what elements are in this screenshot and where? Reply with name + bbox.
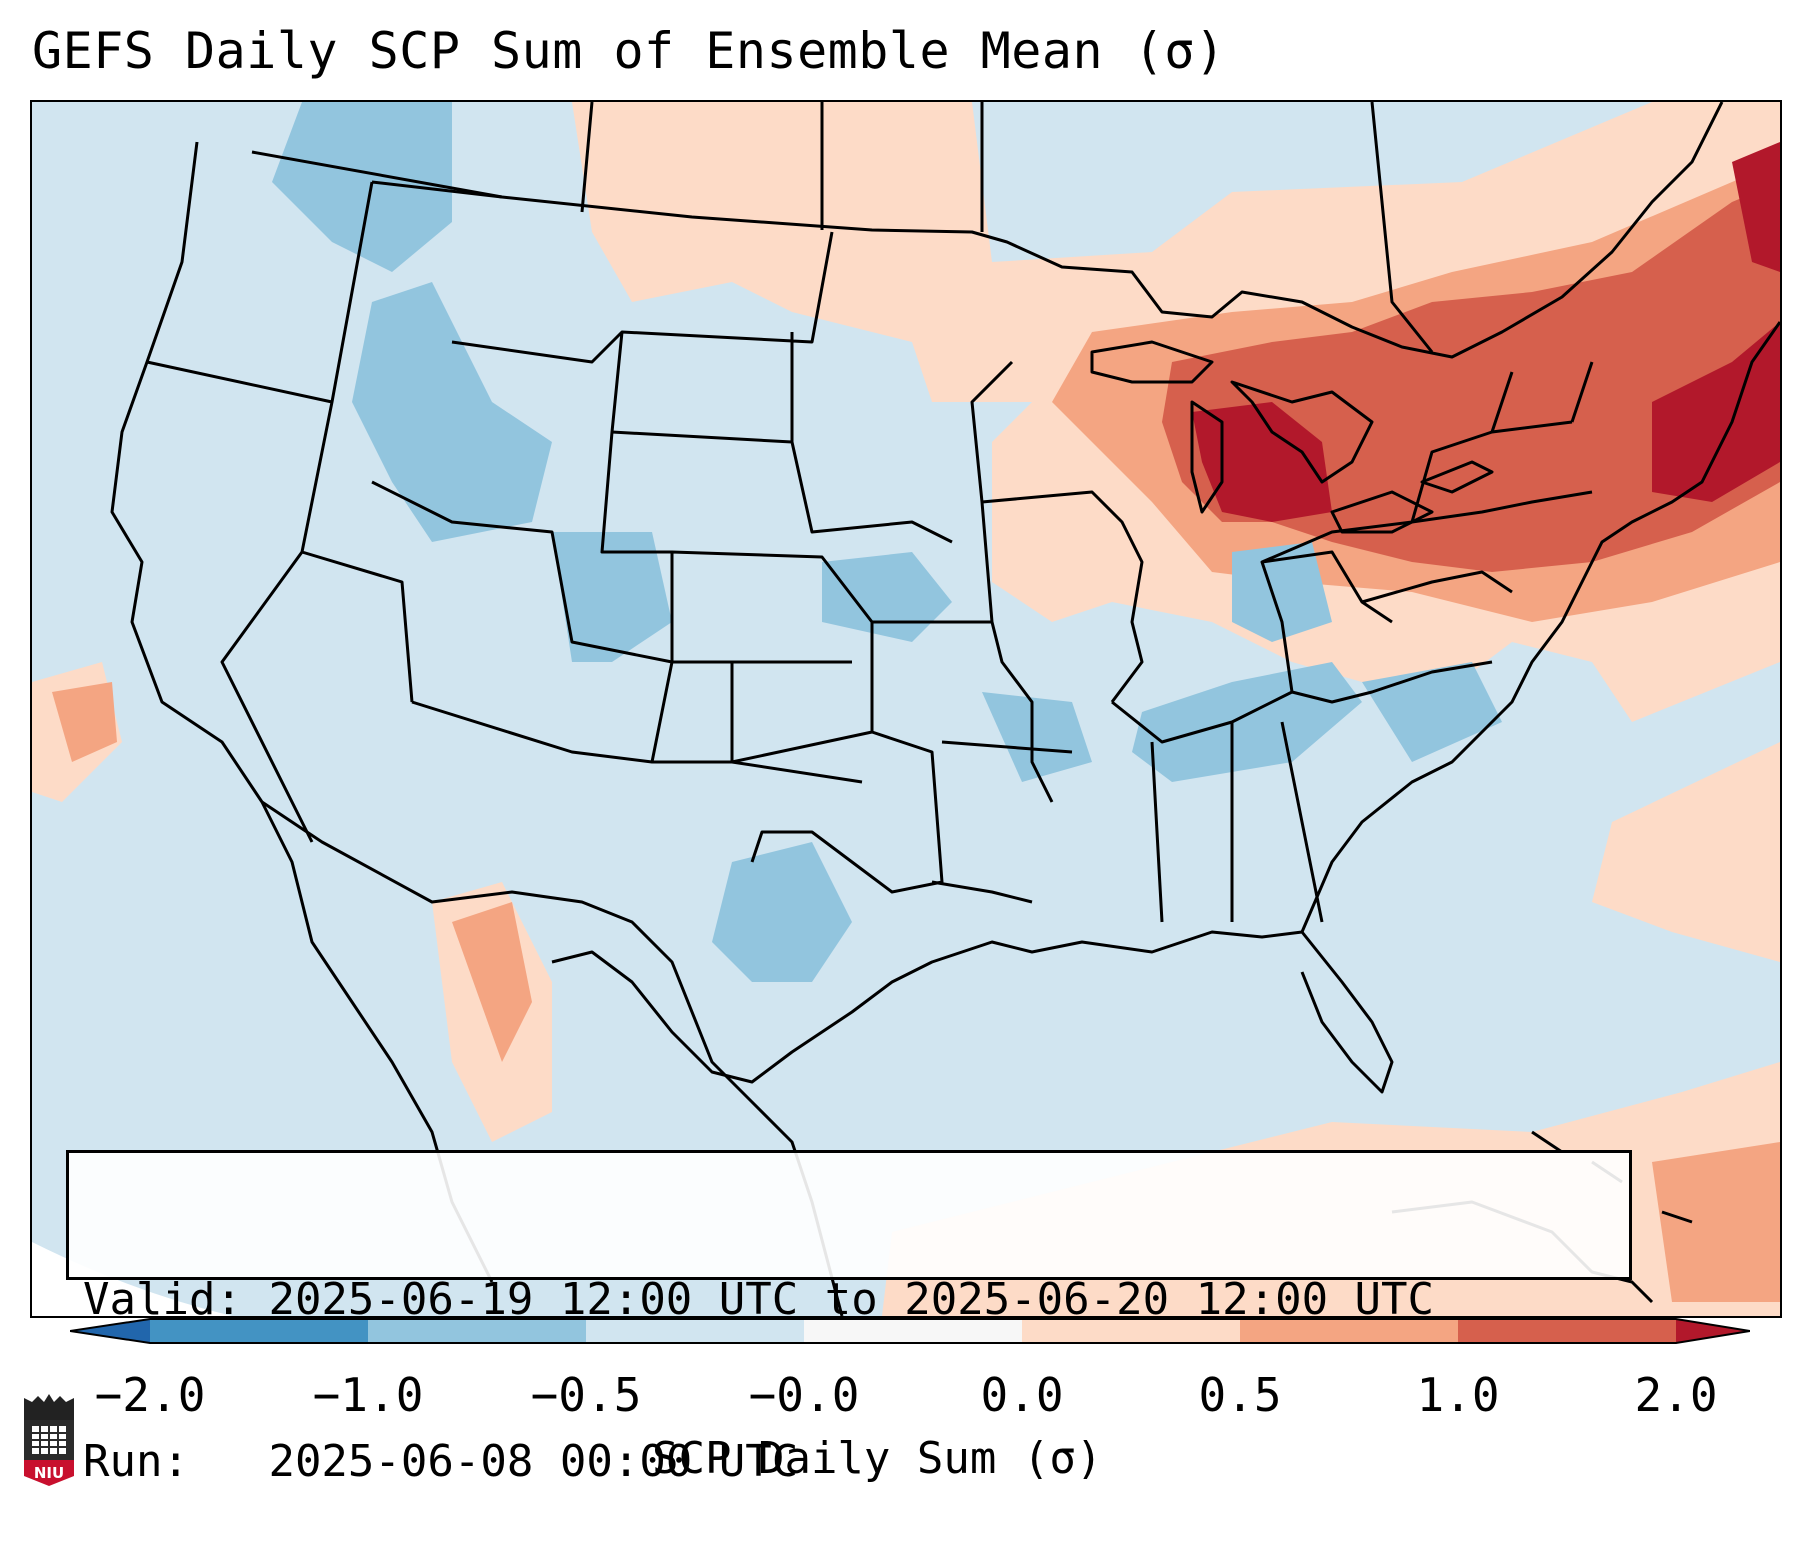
anomaly-max-new-england [1652,322,1780,502]
colorbar-tick-label: −0.0 [748,1368,860,1422]
projection-edge [32,1242,232,1316]
anomaly-neg-colorado [552,532,672,662]
valid-value: 2025-06-19 12:00 UTC to 2025-06-20 12:00… [268,1274,1435,1325]
colorbar-tick-label: 0.0 [980,1368,1064,1422]
anomaly-max-michigan [1192,402,1332,522]
anomaly-neg-nw [272,102,452,272]
map-panel[interactable] [30,100,1782,1318]
map-canvas [32,102,1780,1316]
chart-title: GEFS Daily SCP Sum of Ensemble Mean (σ) [32,22,1226,80]
run-row: Run: 2025-06-08 00:00 UTC [83,1435,1615,1489]
colorbar-tick-label: 1.0 [1416,1368,1500,1422]
anomaly-max-quebec [1732,142,1780,272]
gulf-coast [551,930,1394,1094]
colorbar-bin [1458,1319,1676,1343]
colorbar-tick-label: 0.5 [1198,1368,1282,1422]
colorbar-tick-label: −1.0 [312,1368,424,1422]
colorbar-tick-label: 2.0 [1634,1368,1718,1422]
colorbar-tick-label: −0.5 [530,1368,642,1422]
anomaly-neg-arkansas [982,692,1092,782]
colorbar-bin [1022,1319,1240,1343]
colorbar-extend-min [70,1319,150,1343]
boundaries [110,102,1780,1316]
anomaly-mid-pacific [52,682,117,762]
colorbar-tick-label: −2.0 [94,1368,206,1422]
anomaly-neg-kansas [822,552,952,642]
west-coast [110,141,494,1283]
east-coast [1300,321,1780,933]
anomaly-light-east [1592,742,1780,962]
colorbar-bin [1240,1319,1458,1343]
anomaly-fields [32,102,1780,1316]
colorbar-outline [70,1318,1750,1344]
anomaly-neg-carolinas [1362,662,1502,762]
niu-logo-text: NIU [33,1464,65,1482]
state-lines-plains [451,231,953,894]
anomaly-mid-mexico [452,902,532,1062]
colorbar-bin [150,1319,368,1343]
anomaly-neg-ohio [1232,542,1332,642]
colorbar-bin [586,1319,804,1343]
colorbar [70,1318,1750,1344]
colorbar-bin [804,1319,1022,1343]
valid-label: Valid: [83,1274,242,1325]
colorbar-title: SCP Daily Sum (σ) [652,1433,1103,1484]
canada-provinces [580,102,1434,353]
run-label: Run: [83,1436,189,1487]
run-value: 2025-06-08 00:00 UTC [268,1436,799,1487]
us-canada-border [251,102,1724,359]
state-lines-central [872,360,1144,904]
colorbar-extend-max [1676,1319,1750,1343]
anomaly-neg-tennessee [1132,662,1362,782]
anomaly-neg-texas [712,842,852,982]
niu-logo: NIU [20,1392,78,1488]
anomaly-neg-idaho [352,282,552,542]
valid-run-info-box: Valid: 2025-06-19 12:00 UTC to 2025-06-2… [66,1150,1632,1487]
valid-row: Valid: 2025-06-19 12:00 UTC to 2025-06-2… [83,1273,1615,1327]
colorbar-bin [368,1319,586,1343]
state-lines-east [1111,361,1594,923]
anomaly-mid-caribbean [1652,1142,1780,1302]
niu-logo-icon [24,1394,74,1486]
great-lakes [1090,340,1494,534]
